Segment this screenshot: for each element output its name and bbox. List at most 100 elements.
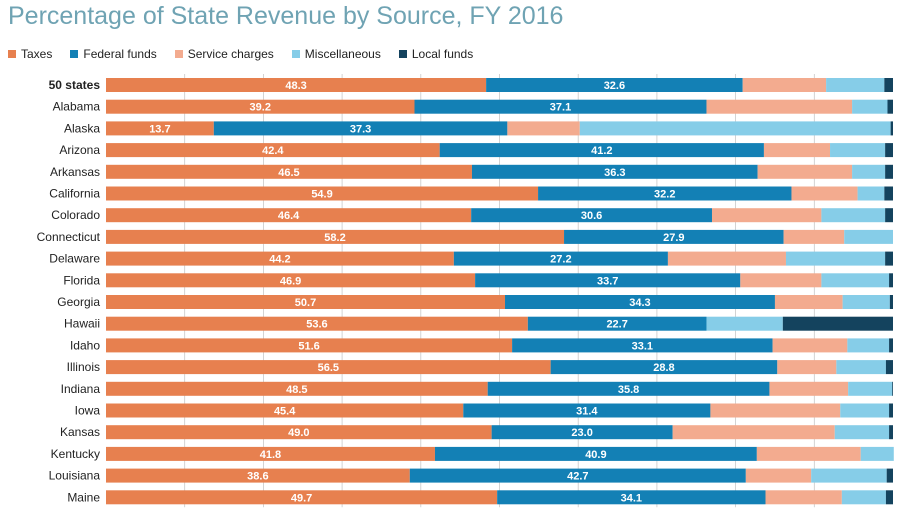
category-label: Illinois [67,360,100,374]
bar-local-funds [885,143,893,158]
data-label-federal-funds: 40.9 [585,449,606,461]
data-label-taxes: 48.5 [286,384,307,396]
bar-local-funds [884,186,893,201]
category-label: Arkansas [50,165,100,179]
bar-taxes [106,273,476,288]
bar-taxes [106,490,498,505]
bar-local-funds [889,295,893,309]
bar-service-charges [763,143,831,158]
bar-taxes [106,381,488,396]
bar-taxes [106,78,487,92]
chart-title: Percentage of State Revenue by Source, F… [8,2,564,30]
bar-miscellaneous [852,164,886,179]
bar-service-charges [769,381,849,396]
category-label: Georgia [57,295,100,309]
bar-service-charges [765,490,842,505]
bar-miscellaneous [834,425,890,440]
bar-service-charges [711,208,822,223]
data-label-federal-funds: 37.1 [550,102,571,114]
data-label-taxes: 13.7 [149,123,170,135]
legend-item-taxes: Taxes [8,47,52,61]
data-label-taxes: 46.5 [278,167,299,179]
legend-label-federal-funds: Federal funds [83,47,157,61]
legend-item-federal-funds: Federal funds [70,47,157,61]
bar-taxes [106,164,472,179]
bar-federal-funds [475,273,741,288]
bar-local-funds [885,251,893,266]
bar-miscellaneous [836,360,886,375]
bar-taxes [106,229,565,244]
data-label-federal-funds: 31.4 [576,406,598,418]
data-label-taxes: 49.0 [288,427,309,439]
bar-taxes [106,468,410,483]
category-label: Idaho [70,338,100,352]
bar-federal-funds [486,78,743,92]
bar-local-funds [889,273,893,288]
bar-service-charges [757,164,853,179]
category-label: Kansas [60,425,100,439]
bar-taxes [106,251,454,266]
data-label-federal-funds: 33.7 [597,275,618,287]
bar-local-funds [885,360,893,375]
bar-miscellaneous [826,78,885,92]
data-label-federal-funds: 27.9 [663,232,684,244]
bar-service-charges [740,273,822,288]
bar-service-charges [745,468,812,483]
bar-taxes [106,186,539,201]
bar-taxes [106,121,214,136]
data-label-taxes: 58.2 [324,232,345,244]
bar-taxes [106,403,464,418]
data-label-taxes: 54.9 [311,189,332,201]
bar-local-funds [889,403,893,418]
data-label-taxes: 41.8 [260,449,281,461]
bar-miscellaneous [852,99,888,114]
bar-miscellaneous [848,381,893,396]
data-label-federal-funds: 28.8 [653,362,674,374]
bar-miscellaneous [860,446,894,461]
category-label: 50 states [49,78,101,92]
bar-miscellaneous [847,338,890,353]
data-label-federal-funds: 33.1 [632,340,653,352]
data-label-federal-funds: 32.6 [604,80,625,92]
bar-federal-funds [434,446,757,461]
bar-federal-funds [505,295,775,309]
category-label: Alabama [53,100,101,114]
bar-miscellaneous [811,468,887,483]
data-label-federal-funds: 36.3 [604,167,625,179]
bar-miscellaneous [821,208,886,223]
bar-local-funds [889,425,893,440]
data-label-federal-funds: 41.2 [591,145,612,157]
category-label: Louisiana [49,469,101,483]
bar-miscellaneous [821,273,890,288]
bar-taxes [106,295,506,309]
data-label-taxes: 39.2 [250,102,271,114]
data-label-taxes: 46.9 [280,275,301,287]
bar-taxes [106,316,528,331]
legend: Taxes Federal funds Service charges Misc… [8,45,491,63]
data-label-federal-funds: 30.6 [581,210,602,222]
legend-label-taxes: Taxes [21,47,53,61]
category-label: Iowa [75,404,101,418]
data-label-taxes: 50.7 [295,297,316,309]
bar-taxes [106,338,513,353]
bar-federal-funds [463,403,711,418]
bar-taxes [106,99,415,114]
bar-service-charges [783,229,845,244]
legend-item-miscellaneous: Miscellaneous [291,47,381,61]
bar-local-funds [889,338,893,353]
bar-local-funds [887,99,893,114]
bar-federal-funds [491,425,673,440]
category-label: Connecticut [37,230,101,244]
bar-local-funds [892,381,893,396]
data-label-federal-funds: 22.7 [606,319,627,331]
data-label-taxes: 42.4 [262,145,284,157]
bar-miscellaneous [579,121,891,136]
bar-miscellaneous [785,251,886,266]
bar-federal-funds [471,164,758,179]
bar-service-charges [667,251,786,266]
bar-federal-funds [409,468,746,483]
data-label-federal-funds: 34.3 [629,297,650,309]
bar-taxes [106,425,492,440]
bar-federal-funds [453,251,668,266]
